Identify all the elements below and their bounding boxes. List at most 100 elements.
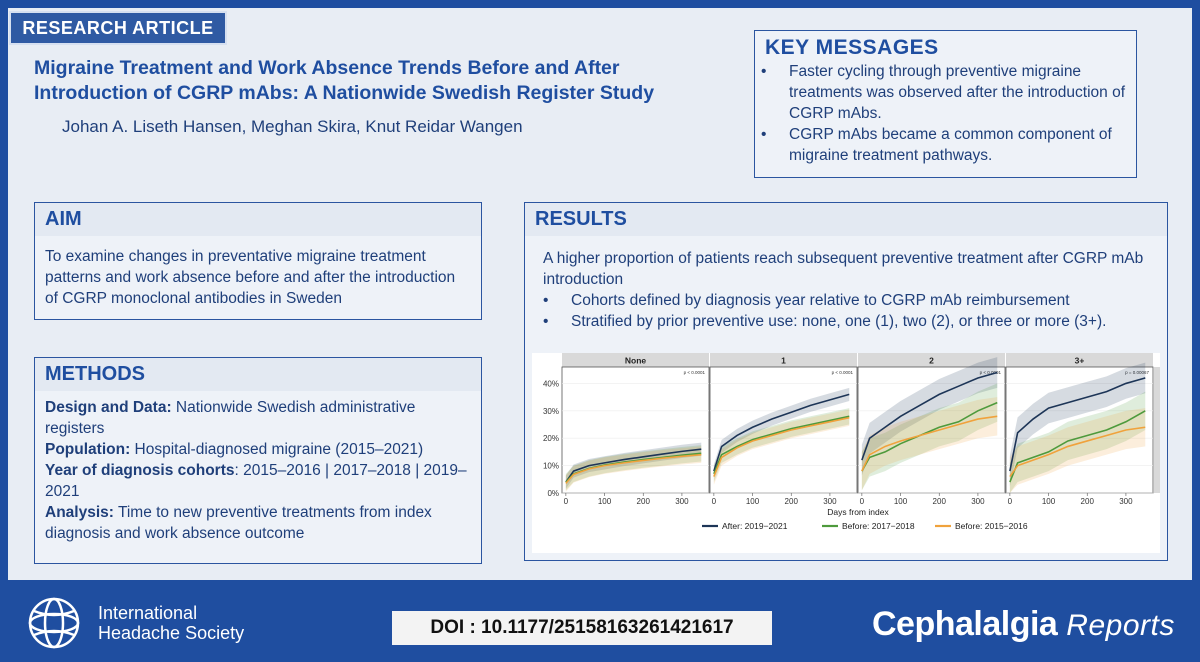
key-messages-list: • Faster cycling through preventive migra…: [755, 60, 1136, 166]
ihs-logo-icon: [28, 597, 80, 649]
y-tick-label: 20%: [543, 434, 559, 443]
society-line-1: International: [98, 603, 198, 623]
methods-row: Population: Hospital-diagnosed migraine …: [45, 439, 471, 460]
journal-brand: Cephalalgia Reports: [872, 605, 1175, 644]
legend-item: Before: 2015−2016: [955, 521, 1028, 531]
methods-text: Hospital-diagnosed migraine (2015–2021): [130, 441, 424, 458]
article-type-tag: RESEARCH ARTICLE: [9, 11, 227, 45]
panel-plot-area: [561, 366, 710, 494]
panel-title: 3+: [1075, 356, 1085, 366]
confidence-band: [861, 383, 998, 491]
methods-label: Design and Data:: [45, 399, 172, 416]
x-axis-label: Days from index: [827, 507, 889, 517]
p-value-label: p = 0.00067: [1125, 370, 1149, 375]
series-line: [861, 371, 998, 461]
results-list: • Cohorts defined by diagnosis year relat…: [525, 290, 1167, 332]
confidence-band: [1009, 362, 1146, 487]
article-title: Migraine Treatment and Work Absence Tren…: [34, 56, 714, 106]
legend-item: Before: 2017−2018: [842, 521, 915, 531]
brand-main: Cephalalgia: [872, 605, 1058, 643]
p-value-label: p < 0.0001: [832, 370, 854, 375]
panel-title: 2: [929, 356, 934, 366]
p-value-label: p < 0.0001: [684, 370, 706, 375]
x-tick-label: 300: [971, 497, 985, 506]
x-tick-label: 0: [712, 497, 717, 506]
key-messages-panel: KEY MESSAGES • Faster cycling through pre…: [754, 30, 1137, 178]
panel-strip: [1006, 353, 1153, 367]
x-tick-label: 0: [1008, 497, 1013, 506]
key-messages-heading: KEY MESSAGES: [765, 36, 939, 59]
confidence-band: [861, 397, 998, 491]
panel-strip: [710, 353, 857, 367]
brand-sub: Reports: [1066, 609, 1175, 642]
methods-heading: METHODS: [35, 358, 481, 391]
confidence-band: [713, 387, 850, 478]
series-line: [713, 415, 850, 475]
bullet: •: [543, 313, 549, 330]
series-line: [713, 393, 850, 472]
title-line-2: Introduction of CGRP mAbs: A Nationwide …: [34, 82, 655, 104]
x-tick-label: 100: [894, 497, 908, 506]
panel-strip: [858, 353, 1005, 367]
methods-row: Year of diagnosis cohorts: 2015–2016 | 2…: [45, 460, 471, 502]
key-message-text: Faster cycling through preventive migrai…: [789, 63, 1126, 122]
results-lead: A higher proportion of patients reach su…: [543, 250, 1144, 288]
results-heading: RESULTS: [525, 203, 1167, 236]
aim-text: To examine changes in preventative migra…: [45, 248, 456, 307]
key-message-text: CGRP mAbs became a common component of m…: [789, 126, 1112, 164]
bullet: •: [543, 292, 549, 309]
x-tick-label: 100: [1042, 497, 1056, 506]
x-tick-label: 200: [637, 497, 651, 506]
bullet: •: [761, 126, 767, 143]
y-tick-label: 0%: [547, 489, 559, 498]
x-tick-label: 300: [1119, 497, 1133, 506]
methods-text: Time to new preventive treatments from i…: [45, 504, 432, 542]
series-line: [565, 448, 702, 483]
x-tick-label: 200: [1081, 497, 1095, 506]
list-item: • CGRP mAbs became a common component of …: [761, 124, 1126, 166]
x-tick-label: 0: [564, 497, 569, 506]
title-line-1: Migraine Treatment and Work Absence Tren…: [34, 57, 620, 79]
panel-title: None: [625, 356, 647, 366]
results-item-text: Cohorts defined by diagnosis year relati…: [571, 292, 1070, 309]
x-tick-label: 100: [746, 497, 760, 506]
methods-label: Population:: [45, 441, 131, 458]
confidence-band: [1009, 408, 1146, 493]
methods-row: Design and Data: Nationwide Swedish admi…: [45, 397, 471, 439]
methods-text: : 2015–2016 | 2017–2018 | 2019–2021: [45, 462, 467, 500]
confidence-band: [861, 357, 998, 476]
series-line: [1009, 410, 1146, 483]
y-tick-label: 40%: [543, 379, 559, 388]
confidence-band: [1009, 391, 1146, 493]
list-item: • Stratified by prior preventive use: non…: [543, 311, 1157, 332]
panel-title: 1: [781, 356, 786, 366]
aim-heading: AIM: [35, 203, 481, 236]
bullet: •: [761, 63, 767, 80]
x-tick-label: 0: [860, 497, 865, 506]
series-line: [1009, 426, 1146, 478]
doi-link[interactable]: DOI : 10.1177/25158163261421617: [392, 611, 772, 645]
x-tick-label: 100: [598, 497, 612, 506]
legend-item: After: 2019−2021: [722, 521, 788, 531]
methods-panel: METHODS Design and Data: Nationwide Swed…: [34, 357, 482, 564]
panel-strip: [562, 353, 709, 367]
right-strip: [1154, 367, 1166, 493]
p-value-label: p < 0.0001: [980, 370, 1002, 375]
y-tick-label: 10%: [543, 462, 559, 471]
x-tick-label: 200: [933, 497, 947, 506]
series-line: [565, 453, 702, 484]
x-tick-label: 300: [675, 497, 689, 506]
aim-panel: AIM To examine changes in preventative m…: [34, 202, 482, 320]
y-tick-label: 30%: [543, 407, 559, 416]
methods-body: Design and Data: Nationwide Swedish admi…: [35, 391, 481, 550]
list-item: • Cohorts defined by diagnosis year relat…: [543, 290, 1157, 311]
results-chart: None p < 0.0001 0 100 200 300 0% 10% 20% 30% 40% 1 p…: [532, 353, 1169, 553]
x-tick-label: 300: [823, 497, 837, 506]
x-tick-label: 200: [785, 497, 799, 506]
list-item: • Faster cycling through preventive migra…: [761, 61, 1126, 124]
society-line-2: Headache Society: [98, 623, 245, 643]
methods-text: Nationwide Swedish administrative regist…: [45, 399, 416, 437]
series-line: [1009, 377, 1146, 472]
